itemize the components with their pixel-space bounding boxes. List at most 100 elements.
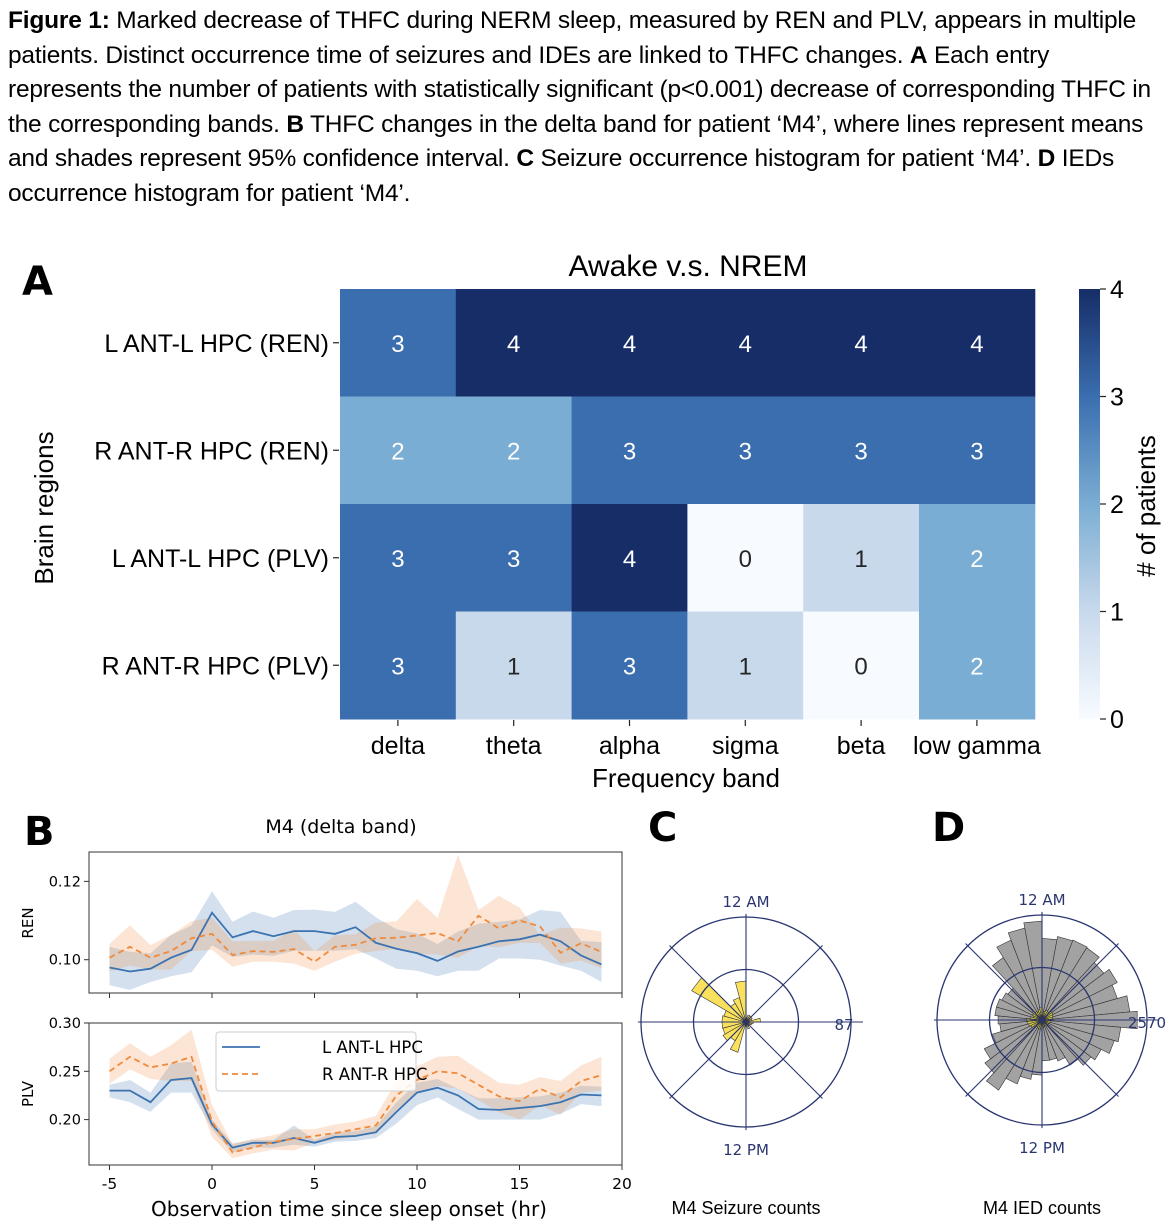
heatmap-cell	[571, 504, 688, 612]
caption-bold-segment: C	[516, 145, 534, 172]
heatmap-cell-value: 4	[739, 331, 752, 358]
caption-bold-segment: D	[1037, 145, 1056, 172]
heatmap-cell	[340, 396, 457, 505]
caption-bold-segment: Figure 1:	[8, 7, 110, 34]
confidence-band	[109, 891, 602, 990]
panel-letter-c: C	[648, 805, 678, 851]
x-tick-label: 5	[310, 1175, 320, 1193]
heatmap-cell-value: 4	[623, 331, 636, 358]
y-tick-label: 0.10	[49, 953, 81, 969]
colorbar-tick-label: 4	[1110, 276, 1124, 304]
confidence-band	[109, 1029, 602, 1159]
x-tick-label: alpha	[599, 732, 660, 760]
y-tick-label: R ANT-R HPC (PLV)	[102, 652, 329, 680]
colorbar	[1079, 289, 1100, 719]
polar-panel-c: 12 AM 12 PM 87 M4 Seizure counts	[637, 893, 863, 1218]
heatmap-cell	[455, 611, 573, 720]
angle-label-bottom: 12 PM	[723, 1141, 769, 1159]
caption-bold-segment: A	[909, 41, 928, 69]
series-line-left	[109, 911, 602, 973]
heatmap-cell	[340, 504, 457, 612]
heatmap-cell-value: 3	[391, 546, 404, 573]
heatmap-cell-value: 1	[507, 653, 520, 680]
heatmap-panel-a: Awake v.s. NREM 3 4 4 4 4 4 2 2 3 3 3 3 3 3 4 0 1 2 3 1 3 1 0 2…	[29, 250, 1161, 793]
heatmap-cell	[919, 396, 1036, 505]
x-tick-label: 20	[612, 1175, 632, 1193]
angle-label-top: 12 AM	[722, 893, 769, 911]
plv-subplot: 0.20 0.25 0.30 PLV -5 0 5 10 15 20	[19, 1016, 632, 1193]
confidence-band	[109, 854, 602, 972]
x-tick-label: -5	[102, 1175, 117, 1193]
colorbar-label: # of patients	[1131, 435, 1161, 577]
caption-segment: THFC changes in the delta band for patie…	[8, 110, 1144, 173]
colorbar-ticks: 0 1 2 3 4	[1100, 276, 1124, 734]
plot-frame	[88, 1022, 623, 1166]
series-line-right	[108, 1055, 602, 1154]
x-tick-label: low gamma	[913, 732, 1041, 760]
heatmap-cell-value: 4	[507, 331, 520, 358]
x-tick-label: delta	[371, 732, 425, 760]
colorbar-tick-label: 0	[1110, 706, 1124, 734]
radial-max-label: 87	[834, 1016, 853, 1034]
heatmap-ylabel: Brain regions	[29, 431, 59, 584]
legend-label: L ANT-L HPC	[322, 1038, 423, 1057]
heatmap-cell-value: 3	[854, 438, 867, 465]
panel-letter-b: B	[24, 809, 55, 855]
heatmap-cell-value: 3	[507, 546, 520, 573]
heatmap-cells: 3 4 4 4 4 4 2 2 3 3 3 3 3 3 4 0 1 2 3 1 3 1 0 2	[340, 289, 1036, 720]
panel-letter-a: A	[22, 259, 53, 305]
heatmap-y-ticks: L ANT-L HPC (REN) R ANT-R HPC (REN) L ANT-…	[94, 330, 339, 680]
heatmap-cell-value: 3	[739, 438, 752, 465]
caption-segment: IEDs occurrence histogram for patient ‘M…	[8, 145, 1115, 207]
heatmap-cell-value: 4	[623, 546, 636, 573]
heatmap-cell	[803, 504, 920, 612]
line-chart-xlabel: Observation time since sleep onset (hr)	[151, 1197, 547, 1221]
series-line-right	[109, 914, 602, 963]
radial-max-label: 2570	[1128, 1014, 1166, 1032]
heatmap-title: Awake v.s. NREM	[569, 250, 808, 283]
heatmap-cell	[571, 289, 688, 397]
y-tick-label: R ANT-R HPC (REN)	[94, 437, 329, 465]
y-tick-label: 0.12	[49, 874, 81, 890]
polar-panel-d: 12 AM 12 PM 2570 M4 IED counts	[933, 891, 1166, 1218]
ren-subplot: 0.10 0.12 REN	[19, 851, 623, 998]
legend: L ANT-L HPC R ANT-R HPC	[215, 1031, 427, 1092]
heatmap-cell	[919, 611, 1036, 720]
heatmap-cell-value: 4	[970, 331, 983, 358]
polar-chart-title: M4 IED counts	[983, 1198, 1101, 1218]
heatmap-cell	[919, 504, 1036, 612]
figure-caption: Figure 1: Marked decrease of THFC during…	[8, 4, 1158, 211]
confidence-band	[109, 1061, 602, 1153]
angle-label-bottom: 12 PM	[1019, 1139, 1065, 1157]
colorbar-tick-label: 2	[1110, 491, 1124, 519]
heatmap-cell	[571, 396, 688, 505]
y-tick-label: 0.20	[49, 1113, 81, 1129]
heatmap-cell	[687, 289, 804, 397]
heatmap-cell-value: 2	[970, 653, 983, 680]
x-tick-label: beta	[837, 732, 886, 760]
x-tick-label: 10	[407, 1175, 427, 1193]
heatmap-cell-value: 2	[391, 438, 404, 465]
series-line-left	[109, 1077, 602, 1149]
heatmap-cell-value: 3	[970, 438, 983, 465]
heatmap-cell-value: 3	[623, 438, 636, 465]
caption-segment: Each entry represents the number of pati…	[8, 41, 1151, 138]
heatmap-cell-value: 1	[739, 653, 752, 680]
heatmap-cell	[455, 504, 573, 612]
heatmap-cell	[571, 611, 688, 720]
heatmap-cell	[803, 396, 920, 505]
legend-box	[215, 1031, 417, 1092]
heatmap-xlabel: Frequency band	[592, 763, 780, 793]
caption-segment: Marked decrease of THFC during NERM slee…	[8, 7, 1137, 69]
angle-label-top: 12 AM	[1018, 891, 1065, 909]
heatmap-cell-value: 2	[507, 438, 520, 465]
y-tick-label: 0.25	[49, 1064, 81, 1080]
heatmap-cell	[803, 289, 920, 397]
y-tick-label: L ANT-L HPC (REN)	[104, 330, 329, 358]
heatmap-cell	[340, 611, 457, 720]
heatmap-cell-value: 3	[391, 653, 404, 680]
heatmap-cell-value: 0	[854, 653, 867, 680]
heatmap-cell-value: 0	[739, 546, 752, 573]
legend-label: R ANT-R HPC	[322, 1065, 427, 1084]
line-chart-title: M4 (delta band)	[265, 816, 416, 838]
